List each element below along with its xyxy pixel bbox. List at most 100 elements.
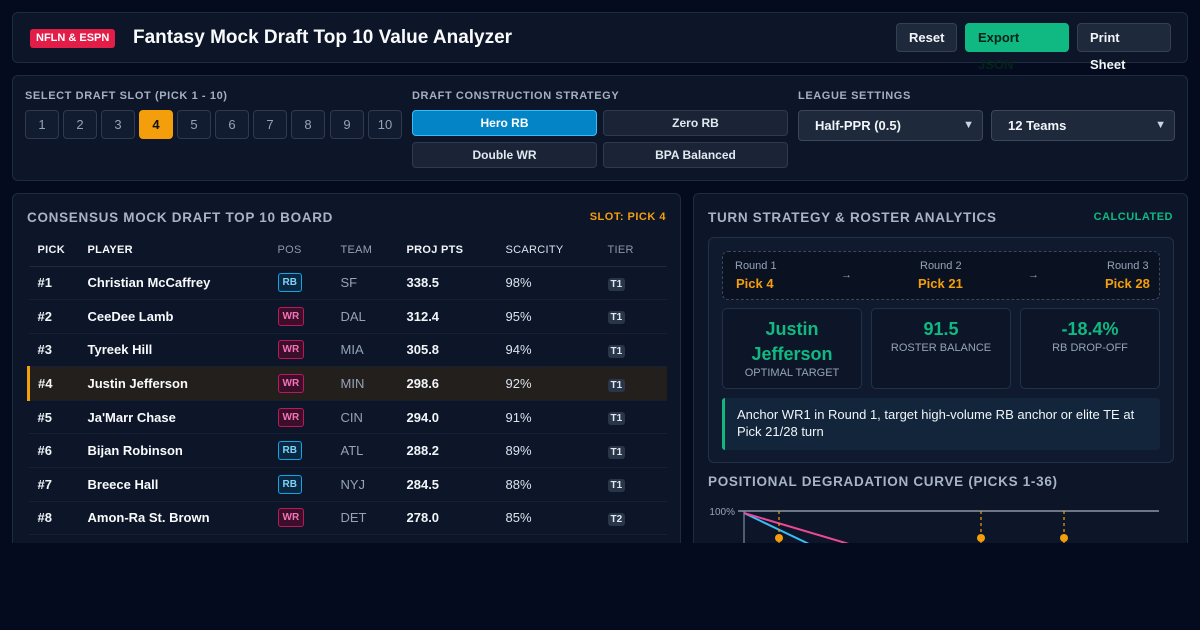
proj-pts-cell: 284.5 — [406, 467, 506, 502]
header-bar: NFLN & ESPN Fantasy Mock Draft Top 10 Va… — [12, 12, 1188, 72]
scarcity-cell: 89% — [505, 433, 608, 469]
pick-marker-point-21 — [977, 534, 985, 542]
col-header-proj-pts: PROJ PTS — [406, 234, 506, 267]
slot-button-3[interactable]: 3 — [101, 110, 135, 139]
pick-cell: #7 — [28, 467, 88, 502]
reset-button[interactable]: Reset — [896, 23, 957, 52]
degradation-curve-title: POSITIONAL DEGRADATION CURVE (PICKS 1-36… — [708, 474, 1058, 489]
col-header-team: TEAM — [340, 234, 407, 267]
slot-button-4[interactable]: 4 — [139, 110, 173, 139]
tier-badge: T1 — [607, 277, 626, 291]
arrow-right-icon: → — [1028, 269, 1039, 281]
rb-drop-off-value: -18.4% — [1061, 319, 1119, 339]
proj-pts-cell: 298.6 — [406, 366, 506, 401]
tier-badge: T1 — [607, 344, 626, 358]
draft-board-table: PICK PLAYER POS TEAM PROJ PTS SCARCITY T… — [27, 234, 667, 536]
team-cell: SF — [340, 266, 407, 301]
pick-cell: #2 — [28, 299, 88, 334]
tier-badge: T1 — [607, 479, 626, 493]
optimal-target-card: Justin Jefferson OPTIMAL TARGET — [722, 308, 862, 389]
slot-button-6[interactable]: 6 — [215, 110, 249, 139]
slot-button-8[interactable]: 8 — [291, 110, 325, 139]
position-badge: RB — [277, 441, 302, 461]
position-badge: WR — [277, 340, 305, 360]
table-row-selected[interactable]: #4 Justin Jefferson WR MIN 298.6 92% T1 — [27, 366, 667, 401]
table-row[interactable]: #2 CeeDee Lamb WR DAL 312.4 95% T1 — [28, 299, 667, 334]
table-row[interactable]: #5 Ja'Marr Chase WR CIN 294.0 91% T1 — [28, 400, 667, 435]
proj-pts-cell: 305.8 — [406, 333, 506, 368]
slot-button-1[interactable]: 1 — [25, 110, 59, 139]
league-settings-label: LEAGUE SETTINGS — [798, 90, 911, 102]
optimal-target-label: OPTIMAL TARGET — [744, 367, 840, 379]
player-cell: Tyreek Hill — [87, 333, 278, 368]
export-json-button[interactable]: Export JSON — [965, 23, 1069, 72]
tier-badge: T1 — [607, 445, 626, 459]
slot-tag: SLOT: PICK 4 — [589, 211, 666, 223]
scoring-select-value: Half-PPR (0.5) — [815, 118, 901, 133]
col-header-player: PLAYER — [87, 234, 278, 267]
slot-button-2[interactable]: 2 — [63, 110, 97, 139]
round-2-label: Round 2 — [920, 260, 962, 272]
network-badge: NFLN & ESPN — [30, 29, 116, 48]
table-row[interactable]: #7 Breece Hall RB NYJ 284.5 88% T1 — [28, 467, 667, 502]
round-1-pick: Pick 4 — [736, 276, 774, 291]
scoring-select[interactable]: Half-PPR (0.5) ▼ — [798, 110, 983, 141]
turn-strategy-panel: TURN STRATEGY & ROSTER ANALYTICS CALCULA… — [693, 193, 1188, 543]
page-title: Fantasy Mock Draft Top 10 Value Analyzer — [133, 27, 513, 48]
pick-cell: #4 — [27, 366, 88, 401]
col-header-pos: POS — [277, 234, 341, 267]
team-cell: ATL — [340, 433, 407, 469]
rb-drop-off-label: RB DROP-OFF — [1052, 342, 1128, 354]
proj-pts-cell: 312.4 — [406, 299, 506, 334]
table-row[interactable]: #3 Tyreek Hill WR MIA 305.8 94% T1 — [28, 333, 667, 368]
slot-button-5[interactable]: 5 — [177, 110, 211, 139]
round-1-label: Round 1 — [735, 260, 777, 272]
optimal-target-value: Justin Jefferson — [751, 319, 833, 364]
pick-cell: #3 — [28, 333, 88, 368]
pick-cell: #6 — [28, 433, 88, 469]
round-2-pick: Pick 21 — [918, 276, 963, 291]
strategy-bpa-balanced-button[interactable]: BPA Balanced — [603, 142, 788, 168]
proj-pts-cell: 338.5 — [406, 266, 506, 301]
position-badge: WR — [277, 407, 305, 427]
tier-badge: T1 — [607, 311, 626, 325]
strategy-double-wr-button[interactable]: Double WR — [412, 142, 597, 168]
col-header-pick: PICK — [28, 234, 88, 267]
scarcity-cell: 94% — [505, 333, 608, 368]
proj-pts-cell: 278.0 — [406, 501, 506, 536]
controls-panel: SELECT DRAFT SLOT (PICK 1 - 10) 1 2 3 4 … — [12, 75, 1188, 181]
analytics-summary-card: Round 1 Pick 4 → Round 2 Pick 21 → Round… — [708, 237, 1174, 463]
strategy-label: DRAFT CONSTRUCTION STRATEGY — [412, 90, 620, 102]
team-cell: DET — [340, 501, 407, 536]
roster-balance-card: 91.5 ROSTER BALANCE — [871, 308, 1011, 389]
scarcity-cell: 92% — [505, 366, 608, 401]
slot-button-7[interactable]: 7 — [253, 110, 287, 139]
table-header-row: PICK PLAYER POS TEAM PROJ PTS SCARCITY T… — [28, 234, 667, 267]
strategy-zero-rb-button[interactable]: Zero RB — [603, 110, 788, 136]
round-3-label: Round 3 — [1107, 260, 1149, 272]
degradation-curve-chart: 100% — [709, 507, 1159, 543]
slot-button-9[interactable]: 9 — [330, 110, 364, 139]
table-row[interactable]: #6 Bijan Robinson RB ATL 288.2 89% T1 — [28, 433, 667, 469]
round-3-pick: Pick 28 — [1105, 276, 1150, 291]
position-badge: WR — [277, 306, 305, 326]
chevron-down-icon: ▼ — [963, 119, 974, 131]
table-row[interactable]: #1 Christian McCaffrey RB SF 338.5 98% T… — [28, 266, 667, 301]
teams-select[interactable]: 12 Teams ▼ — [991, 110, 1175, 141]
mock-draft-board-panel: CONSENSUS MOCK DRAFT TOP 10 BOARD SLOT: … — [12, 193, 681, 543]
team-cell: DAL — [340, 299, 407, 334]
tier-badge: T1 — [607, 412, 626, 426]
scarcity-cell: 95% — [505, 299, 608, 334]
strategy-hero-rb-button[interactable]: Hero RB — [412, 110, 597, 136]
scarcity-cell: 91% — [505, 400, 608, 435]
player-cell: Christian McCaffrey — [87, 266, 278, 301]
print-sheet-button[interactable]: Print Sheet — [1077, 23, 1171, 72]
scarcity-cell: 88% — [505, 467, 608, 502]
pick-marker-point-4 — [775, 534, 783, 542]
position-badge: WR — [277, 508, 305, 528]
table-row[interactable]: #8 Amon-Ra St. Brown WR DET 278.0 85% T2 — [28, 501, 667, 536]
draft-slot-label: SELECT DRAFT SLOT (PICK 1 - 10) — [25, 90, 228, 102]
player-cell: Bijan Robinson — [87, 433, 278, 469]
pick-cell: #1 — [28, 266, 88, 301]
slot-button-10[interactable]: 10 — [368, 110, 402, 139]
